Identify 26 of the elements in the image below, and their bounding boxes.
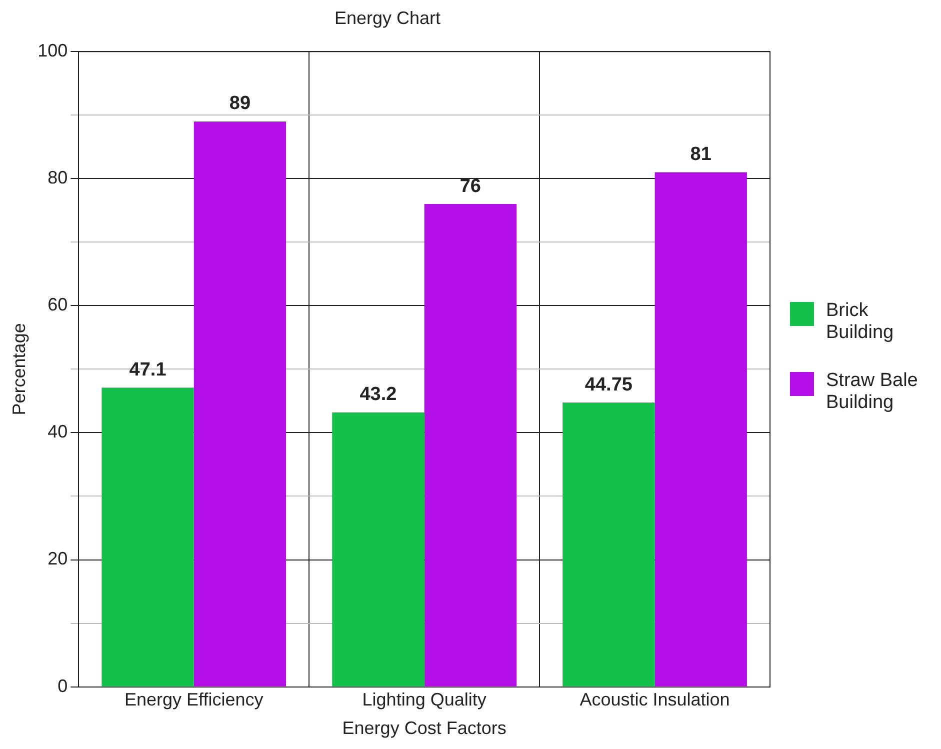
bar — [332, 412, 424, 686]
y-tick-label: 40 — [48, 422, 68, 442]
bar — [424, 204, 516, 686]
data-label: 89 — [229, 93, 251, 114]
data-label: 76 — [460, 176, 481, 197]
data-label: 43.2 — [360, 384, 397, 406]
legend-label: Brick Building — [826, 300, 895, 344]
y-tick-label: 20 — [48, 548, 68, 569]
bar — [654, 172, 747, 686]
legend-label: Straw Bale Building — [826, 370, 919, 414]
bar — [102, 388, 194, 686]
data-label: 47.1 — [129, 359, 167, 380]
x-tick-label: Energy Efficiency — [124, 690, 264, 710]
y-axis-title: Percentage — [8, 323, 29, 416]
y-tick-label: 60 — [48, 294, 68, 315]
data-label: 81 — [690, 144, 712, 166]
y-tick-label: 80 — [48, 168, 68, 188]
bar — [194, 121, 286, 686]
y-tick-label: 100 — [38, 40, 68, 61]
chart-title: Energy Chart — [334, 8, 441, 28]
x-axis-title: Energy Cost Factors — [342, 718, 506, 738]
y-tick-label: 0 — [58, 676, 68, 696]
data-label: 44.75 — [584, 374, 633, 396]
x-tick-label: Lighting Quality — [362, 690, 486, 710]
x-tick-label: Acoustic Insulation — [580, 690, 730, 710]
bar — [562, 402, 655, 686]
